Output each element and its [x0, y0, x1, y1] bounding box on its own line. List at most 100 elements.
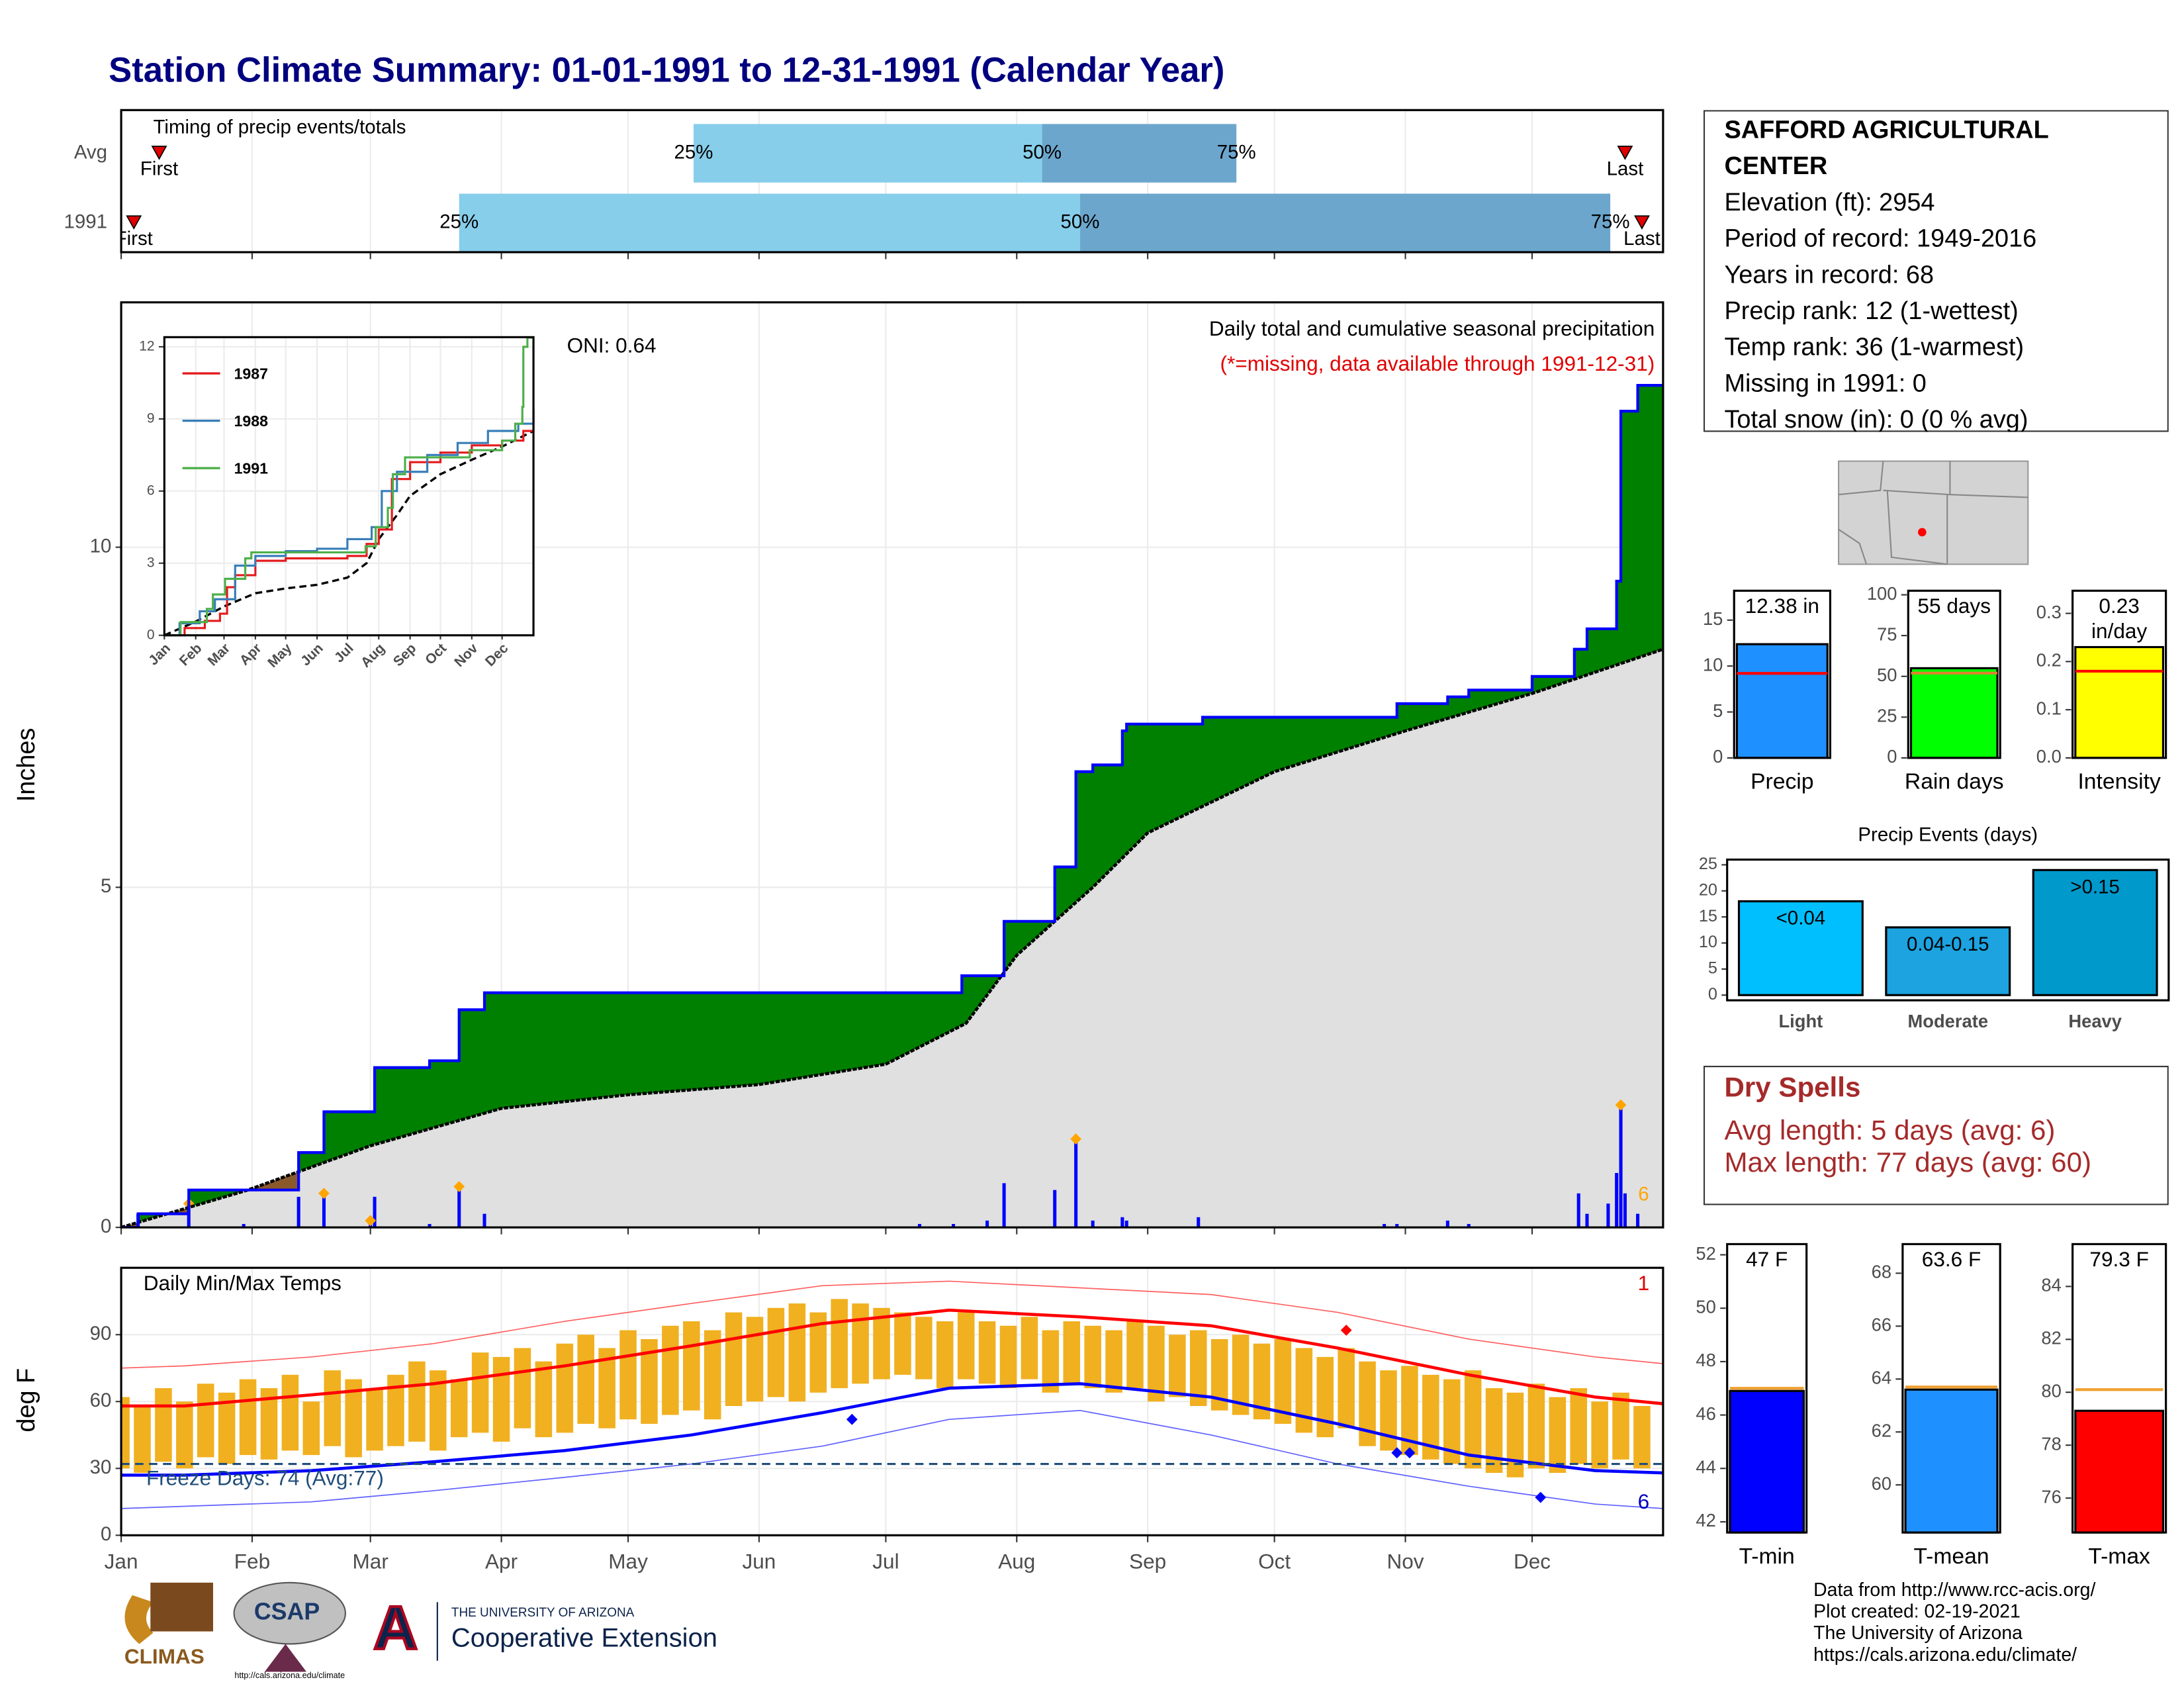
- y-axis-label: deg F: [13, 1368, 40, 1432]
- y-tick-label: 42: [1696, 1510, 1715, 1530]
- y-tick-label: 48: [1696, 1350, 1715, 1370]
- temp-bar: [134, 1405, 151, 1474]
- temp-bar: [556, 1343, 574, 1433]
- y-tick-label: 46: [1696, 1403, 1715, 1424]
- bar: [1909, 667, 1999, 759]
- record-marker: [1340, 1325, 1352, 1336]
- locator-map: [1838, 460, 2029, 565]
- normal-line: [121, 647, 1663, 1228]
- station-line: Precip rank: 12 (1-wettest): [1724, 297, 2019, 325]
- highlight-marker: [1615, 1099, 1627, 1111]
- y-tick-label: 25: [1877, 706, 1897, 726]
- x-tick-label: Feb: [234, 1550, 270, 1573]
- temp-bar: [978, 1321, 996, 1384]
- footer-line: Plot created: 02-19-2021: [1813, 1601, 2021, 1622]
- climas-mark: [150, 1582, 214, 1632]
- note-high: 1: [1638, 1271, 1650, 1295]
- x-tick-label: Oct: [1258, 1550, 1291, 1573]
- dry-spells: Dry Spells Avg length: 5 days (avg: 6) M…: [1703, 1066, 2169, 1205]
- daily-bar: [952, 1224, 956, 1228]
- panel-frame: [1733, 589, 1832, 759]
- y-tick-label: 60: [1872, 1473, 1891, 1493]
- temp-bar: [767, 1307, 785, 1397]
- temp-bar: [577, 1335, 594, 1424]
- y-tick-label: 68: [1872, 1262, 1891, 1282]
- temp-bar: [619, 1330, 637, 1420]
- temp-plot: [121, 1280, 1663, 1509]
- panel-frame: [1907, 589, 2001, 759]
- normal-line: [163, 430, 534, 637]
- y-tick-label: 0.3: [2036, 602, 2062, 622]
- value-label: 0.04-0.15: [1907, 933, 1989, 955]
- footer-line: The University of Arizona: [1813, 1622, 2023, 1644]
- y-tick-label: 66: [1872, 1315, 1891, 1335]
- footer-line: Data from http://www.rcc-acis.org/: [1813, 1579, 2095, 1601]
- y-tick-label: 50: [1877, 665, 1897, 685]
- csap-cloud: [233, 1581, 346, 1645]
- bar: [1735, 643, 1829, 759]
- bar: [1737, 900, 1864, 996]
- y-tick-label: 3: [147, 555, 155, 570]
- dry-spell-line: Avg length: 5 days (avg: 6): [1724, 1115, 2056, 1147]
- station-line: Missing in 1991: 0: [1724, 369, 1927, 397]
- x-tick-label: Mar: [353, 1550, 388, 1573]
- y-tick-label: 10: [1699, 933, 1717, 951]
- temp-bar: [1464, 1370, 1482, 1469]
- temp-bar: [957, 1312, 975, 1380]
- category-label: T-mean: [1913, 1544, 1989, 1569]
- panel-frame: [120, 109, 1664, 254]
- panel-frame: [2071, 1243, 2167, 1534]
- category-label: T-max: [2088, 1544, 2150, 1569]
- value-label: <0.04: [1776, 908, 1826, 929]
- temp-bar: [831, 1299, 848, 1389]
- x-tick-label: Sep: [1129, 1550, 1166, 1573]
- event-label: Last: [1607, 158, 1644, 180]
- ua-text: THE UNIVERSITY OF ARIZONA: [451, 1606, 635, 1620]
- category-label: Precip: [1751, 770, 1813, 794]
- temp-bar: [1295, 1348, 1313, 1433]
- series-line: [164, 336, 534, 637]
- y-tick-label: 15: [1703, 608, 1723, 629]
- panel-frame: [1726, 858, 2170, 1002]
- temp-bar: [725, 1312, 743, 1406]
- series-line: [164, 411, 535, 637]
- event-label: First: [140, 158, 178, 180]
- oni-label: ONI: 0.64: [567, 333, 657, 357]
- quartile-bar: [693, 124, 1042, 183]
- y-tick-label: 15: [1699, 907, 1717, 925]
- value-label: 47 F: [1746, 1248, 1788, 1272]
- category-label: Rain days: [1905, 770, 2004, 794]
- y-tick-label: 0: [1887, 746, 1897, 767]
- daily-bar: [296, 1196, 300, 1228]
- value-label-box: 55 days: [1917, 595, 1991, 619]
- panel-frame: [120, 301, 1664, 1229]
- daily-bar: [1197, 1217, 1201, 1228]
- x-tick-label: Jul: [332, 641, 357, 666]
- logos: CLIMAS CSAP http://cals.arizona.edu/clim…: [124, 1581, 717, 1680]
- y-tick-label: 100: [1867, 583, 1897, 604]
- precip-title: Daily total and cumulative seasonal prec…: [1209, 316, 1655, 340]
- event-label: Last: [1623, 228, 1661, 250]
- y-tick-label: 0: [101, 1523, 111, 1545]
- bar: [1885, 926, 2011, 996]
- climas-sun: [124, 1595, 154, 1644]
- y-tick-label: 44: [1696, 1456, 1715, 1477]
- record-marker: [846, 1413, 858, 1425]
- bar: [2032, 868, 2158, 996]
- csap-url: http://cals.arizona.edu/climate: [234, 1671, 345, 1680]
- footer-line: https://cals.arizona.edu/climate/: [1813, 1644, 2077, 1665]
- normal-area: [121, 649, 1663, 1228]
- temp-bar: [746, 1317, 764, 1402]
- temp-bar: [1316, 1356, 1334, 1438]
- temp-bar: [366, 1388, 383, 1451]
- station-info: SAFFORD AGRICULTURAL CENTER Elevation (f…: [1703, 110, 2169, 432]
- y-tick-label: 30: [90, 1456, 112, 1478]
- bar: [1729, 1389, 1805, 1534]
- chart-title: Station Climate Summary: 01-01-1991 to 1…: [109, 50, 1224, 89]
- temp-bar: [471, 1352, 489, 1433]
- temp-bar: [873, 1307, 890, 1380]
- daily-bar: [457, 1186, 461, 1228]
- y-tick-label: 20: [1699, 880, 1717, 899]
- value-label-box: 63.6 F: [1922, 1248, 1981, 1272]
- normal-max-line: [121, 1308, 1663, 1408]
